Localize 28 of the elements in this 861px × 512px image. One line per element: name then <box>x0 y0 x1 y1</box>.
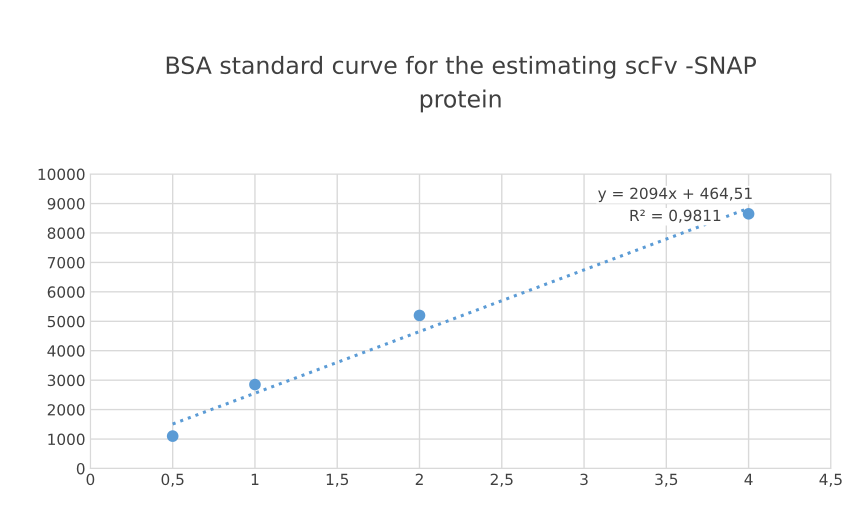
y-tick-label: 6000 <box>48 286 85 298</box>
y-tick-label: 8000 <box>48 227 85 239</box>
point <box>414 310 426 322</box>
x-tick-label: 1,5 <box>326 474 348 487</box>
y-tick-label: 2000 <box>48 404 85 416</box>
y-tick-label: 1000 <box>48 434 85 446</box>
x-tick-label: 3,5 <box>655 474 678 487</box>
y-tick-label: 7000 <box>48 256 85 268</box>
annotation: R² = 0,9811 <box>630 210 720 223</box>
y-tick-label: 3000 <box>48 374 85 386</box>
y-tick-label: 9000 <box>48 198 85 210</box>
x-tick-label: 4,5 <box>819 474 842 487</box>
y-tick-label: 10000 <box>38 168 85 180</box>
y-tick-label: 4000 <box>47 345 85 357</box>
x-tick-label: 1 <box>252 474 258 485</box>
point <box>249 378 261 390</box>
x-tick-label: 2 <box>416 474 423 485</box>
y-tick-label: 5000 <box>48 316 85 328</box>
x-tick-label: 0,5 <box>162 474 184 487</box>
point <box>166 430 178 442</box>
y-tick-label: 0 <box>76 462 85 474</box>
annotation: y = 2094x + 464,51 <box>598 188 752 202</box>
x-tick-label: 3 <box>580 474 588 486</box>
x-tick-label: 4 <box>744 474 753 485</box>
point <box>742 208 754 220</box>
x-tick-label: 2,5 <box>490 474 513 487</box>
chart-title: BSA standard curve for the estimating scFv -SNAP protein <box>166 56 756 112</box>
x-tick-label: 0 <box>86 474 94 486</box>
